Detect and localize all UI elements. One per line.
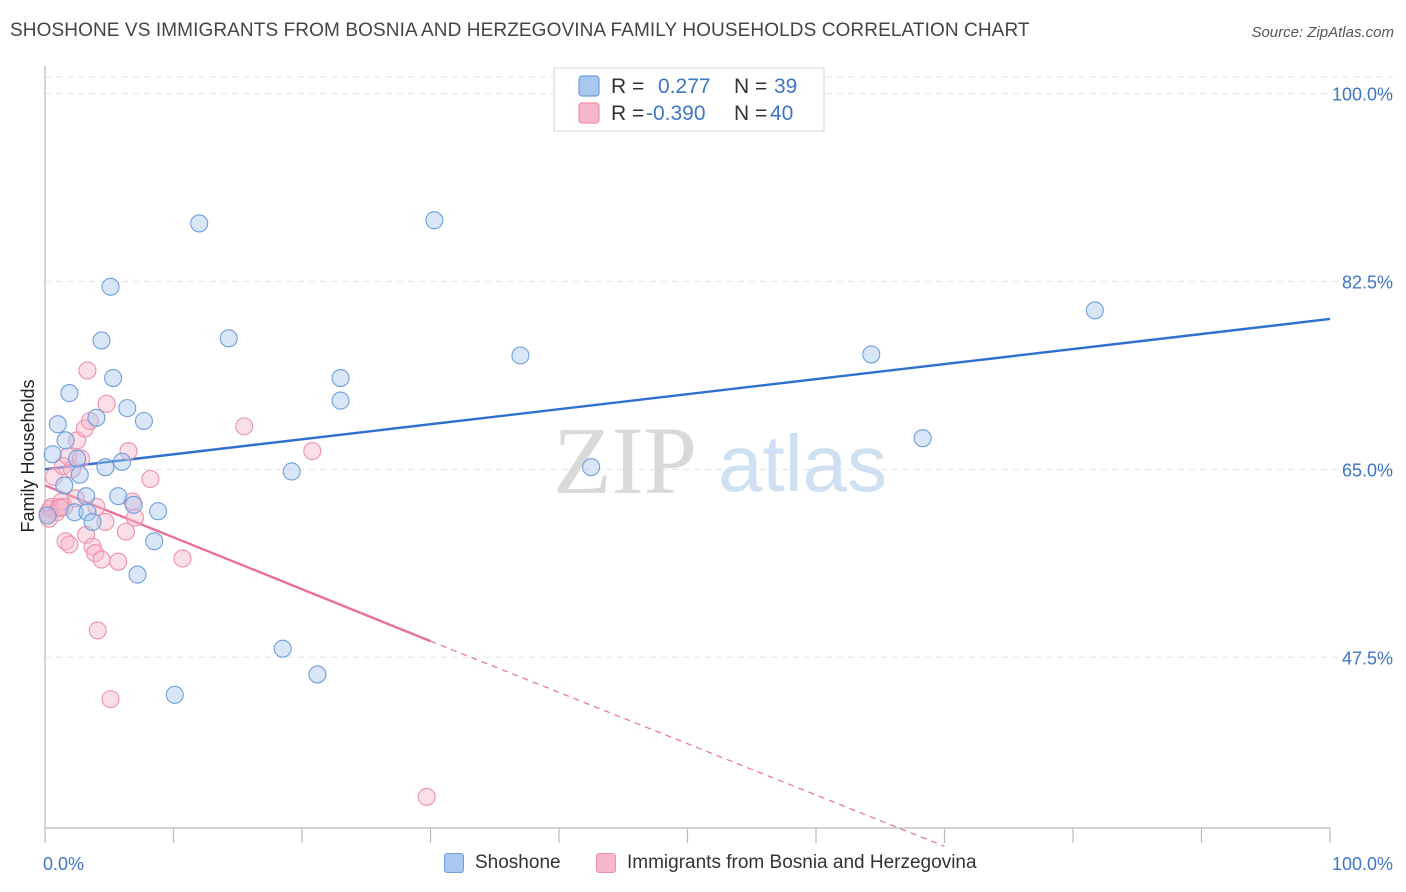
point-shoshone (104, 369, 123, 388)
point-shoshone (87, 408, 106, 427)
point-shoshone (60, 384, 79, 403)
point-bosnia (173, 549, 192, 568)
point-shoshone (48, 415, 67, 434)
point-shoshone (124, 495, 143, 514)
point-shoshone (65, 503, 84, 522)
y-tick-label: 47.5% (1342, 648, 1393, 668)
gridlines (45, 76, 1393, 658)
bosnia-swatch (596, 853, 616, 873)
source-credit: Source: ZipAtlas.com (1251, 24, 1394, 41)
point-bosnia (101, 690, 120, 709)
x-tick-label: 100.0% (1332, 854, 1393, 874)
chart-title: SHOSHONE VS IMMIGRANTS FROM BOSNIA AND H… (10, 20, 1030, 41)
y-tick-label: 82.5% (1342, 272, 1393, 292)
trend-lines (44, 317, 1331, 847)
legend-n-value-2: 40 (770, 102, 793, 125)
point-shoshone (425, 211, 444, 230)
legend-r-value-2: -0.390 (646, 102, 706, 125)
point-bosnia (235, 417, 254, 436)
point-shoshone (862, 345, 881, 364)
point-bosnia (78, 361, 97, 380)
point-shoshone (308, 665, 327, 684)
watermark-zip: ZIP (553, 407, 697, 514)
point-shoshone (101, 277, 120, 296)
point-shoshone (92, 331, 111, 350)
point-shoshone (331, 391, 350, 410)
legend-box: R = 0.277 N = 39 R = -0.390 N = 40 (553, 67, 825, 132)
bottom-legend-label-bosnia: Immigrants from Bosnia and Herzegovina (627, 852, 977, 873)
point-shoshone (38, 506, 57, 525)
point-shoshone (77, 487, 96, 506)
trend-line-bosnia (44, 484, 431, 643)
point-shoshone (118, 399, 137, 418)
point-shoshone (56, 431, 75, 450)
trend-line-bosnia-extension (430, 640, 945, 847)
y-axis-title: Family Households (18, 379, 38, 532)
point-shoshone (582, 458, 601, 477)
point-bosnia (92, 550, 111, 569)
point-shoshone (78, 503, 97, 522)
bottom-legend-label-shoshone: Shoshone (475, 852, 561, 873)
x-tick-label: 0.0% (43, 854, 84, 874)
legend-swatch-shoshone (578, 75, 600, 97)
point-shoshone (134, 411, 153, 431)
point-shoshone (96, 458, 115, 477)
point-shoshone (70, 465, 89, 484)
point-bosnia (141, 469, 160, 489)
point-bosnia (88, 621, 107, 640)
point-bosnia (86, 544, 105, 563)
legend-n-value-1: 39 (774, 75, 797, 98)
point-bosnia (97, 394, 116, 413)
point-shoshone (83, 512, 102, 531)
point-shoshone (43, 445, 62, 464)
point-shoshone (145, 532, 164, 551)
point-bosnia (60, 535, 79, 554)
y-tick-labels: 100.0% 82.5% 65.0% 47.5% (1332, 84, 1393, 668)
legend-n-label-1: N = (734, 75, 767, 98)
x-tick-labels: 0.0% 100.0% (43, 854, 1393, 874)
point-shoshone (165, 685, 184, 704)
legend-r-label-2: R = (611, 102, 644, 125)
point-bosnia (96, 512, 115, 531)
trend-line-shoshone (44, 317, 1331, 471)
watermark-atlas: atlas (718, 419, 887, 508)
point-shoshone (1085, 301, 1104, 320)
legend-swatch-bosnia (578, 102, 600, 124)
point-bosnia (109, 552, 128, 571)
bottom-legend-item-bosnia: Immigrants from Bosnia and Herzegovina (596, 852, 977, 874)
point-shoshone (109, 487, 128, 506)
point-bosnia (125, 508, 144, 527)
point-shoshone (190, 214, 209, 233)
point-bosnia (71, 449, 91, 468)
legend-n-label-2: N = (734, 102, 767, 125)
shoshone-swatch (444, 853, 464, 873)
point-bosnia (119, 442, 138, 461)
point-shoshone (511, 346, 530, 365)
point-shoshone (282, 462, 301, 481)
point-shoshone (273, 639, 292, 658)
bottom-legend: Shoshone Immigrants from Bosnia and Herz… (0, 852, 1406, 878)
point-bosnia (303, 442, 322, 461)
point-bosnia (417, 787, 436, 806)
legend-r-label-1: R = (611, 75, 644, 98)
point-shoshone (331, 369, 350, 388)
point-shoshone (113, 452, 132, 471)
point-shoshone (219, 329, 238, 348)
y-tick-label: 65.0% (1342, 460, 1393, 480)
point-shoshone (913, 429, 932, 448)
legend-r-value-1: 0.277 (658, 75, 711, 98)
point-shoshone (55, 476, 74, 495)
axes (44, 66, 1331, 843)
point-bosnia (116, 522, 136, 541)
y-tick-label: 100.0% (1332, 84, 1393, 104)
data-points (38, 211, 1104, 806)
point-shoshone (128, 565, 147, 584)
bottom-legend-item-shoshone: Shoshone (444, 852, 561, 874)
point-shoshone (68, 449, 87, 468)
watermark: ZIP atlas (553, 407, 887, 514)
point-shoshone (149, 502, 168, 521)
point-bosnia (42, 497, 61, 516)
